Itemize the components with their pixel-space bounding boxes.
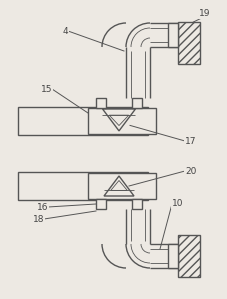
Bar [167, 244, 177, 268]
Bar [18, 172, 147, 200]
Bar [177, 22, 199, 64]
Bar [96, 199, 106, 209]
Text: 10: 10 [171, 199, 183, 208]
Bar [167, 23, 177, 47]
Bar [131, 98, 141, 108]
Text: 15: 15 [40, 85, 52, 94]
Text: 20: 20 [184, 167, 195, 176]
Bar [18, 107, 147, 135]
Text: 17: 17 [184, 137, 196, 146]
Text: 19: 19 [198, 10, 209, 19]
Text: 4: 4 [62, 27, 68, 36]
Bar [177, 235, 199, 277]
Bar [131, 199, 141, 209]
Text: 16: 16 [36, 202, 48, 211]
Text: 18: 18 [32, 214, 44, 223]
Bar [96, 98, 106, 108]
Bar [88, 108, 155, 134]
Bar [88, 173, 155, 199]
